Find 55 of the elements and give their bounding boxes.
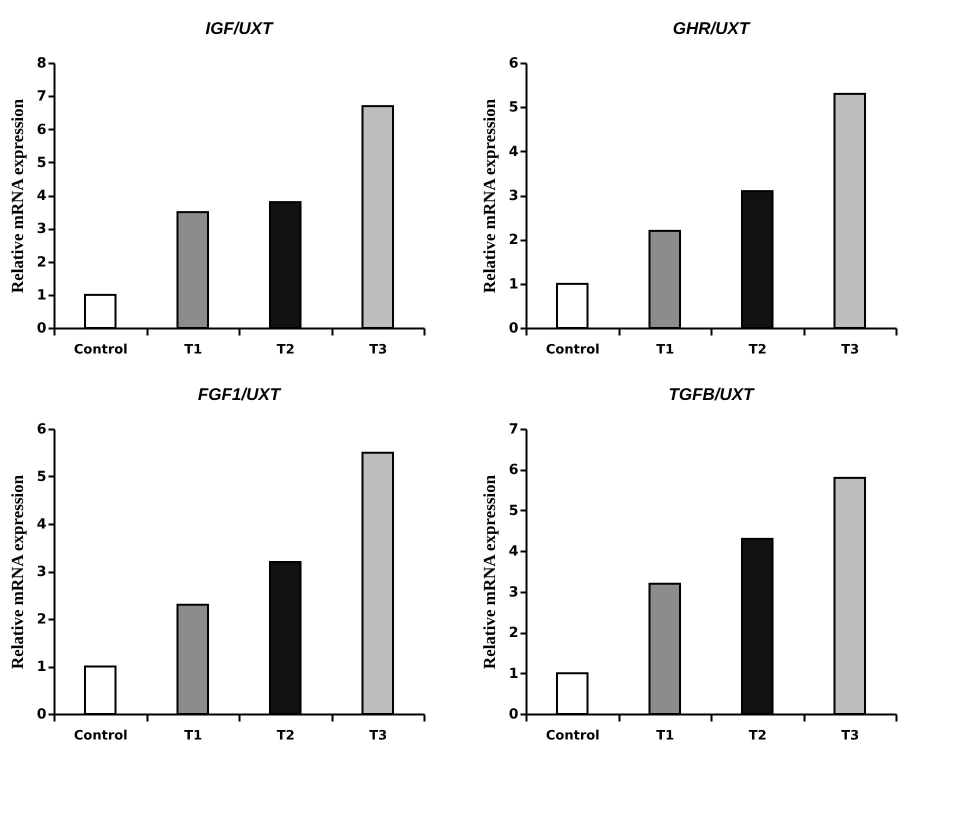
x-tick-label: T2 [748,728,767,744]
x-tick-label: T1 [656,342,674,358]
y-tick-label: 1 [508,276,518,292]
y-tick-label: 6 [508,56,518,72]
chart-title: IGF/UXT [205,19,274,38]
x-tick-label: T1 [656,728,674,744]
y-tick-label: 7 [36,88,46,105]
y-tick-label: 3 [36,221,46,238]
x-tick-label: T2 [276,342,295,358]
x-tick-label: T3 [369,342,388,358]
y-tick-label: 5 [508,502,518,519]
y-tick-label: 0 [36,706,47,722]
y-axis-title: Relative mRNA expression [480,98,499,294]
y-axis-title: Relative mRNA expression [480,474,499,670]
y-tick-label: 5 [36,154,46,171]
y-tick-label: 3 [508,188,518,204]
x-tick-label: T1 [184,342,202,358]
x-tick-label: Control [546,342,600,358]
y-tick-label: 0 [36,320,47,336]
y-tick-label: 7 [508,422,518,438]
y-tick-label: 1 [508,666,518,682]
y-tick-label: 4 [508,544,519,560]
x-tick-label: T3 [841,728,860,744]
chart-title: TGFB/UXT [668,385,756,404]
y-tick-label: 8 [36,56,46,72]
x-tick-label: T3 [841,342,860,358]
y-tick-label: 3 [508,584,518,600]
y-tick-label: 6 [36,422,46,438]
y-tick-label: 2 [508,625,518,642]
y-tick-label: 2 [36,612,46,628]
y-axis-title: Relative mRNA expression [8,98,27,294]
chart-title: GHR/UXT [672,19,751,38]
y-tick-label: 5 [508,100,518,116]
x-tick-label: Control [74,728,128,744]
x-tick-label: T3 [369,728,388,744]
y-tick-label: 4 [36,188,47,204]
y-tick-label: 0 [508,320,519,336]
y-tick-label: 0 [508,706,519,722]
y-tick-label: 1 [36,287,46,304]
y-tick-label: 4 [36,516,47,532]
y-tick-label: 5 [36,469,46,485]
x-tick-label: T2 [276,728,295,744]
x-tick-label: T1 [184,728,202,744]
x-tick-label: Control [74,342,128,358]
x-tick-label: Control [546,728,600,744]
y-axis-title: Relative mRNA expression [8,474,27,670]
y-tick-label: 6 [508,462,518,478]
y-tick-label: 3 [36,564,46,580]
y-tick-label: 2 [508,232,518,248]
chart-title: FGF1/UXT [198,385,282,404]
x-tick-label: T2 [748,342,767,358]
y-tick-label: 6 [36,122,46,138]
y-tick-label: 2 [36,254,46,270]
y-tick-label: 4 [508,144,519,160]
y-tick-label: 1 [36,659,46,675]
